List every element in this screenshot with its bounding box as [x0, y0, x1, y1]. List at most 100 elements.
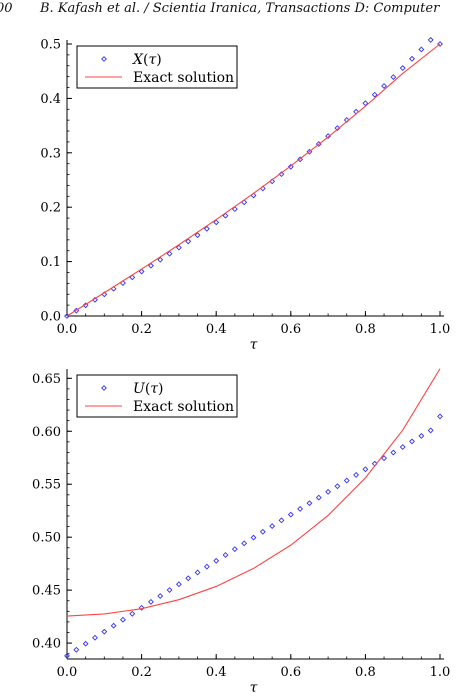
x-tick-label: 0.0	[57, 665, 78, 680]
legend-label: X(τ)	[132, 52, 162, 68]
data-point	[427, 36, 434, 43]
data-point	[185, 238, 192, 245]
data-point	[120, 616, 126, 623]
data-point	[437, 41, 443, 47]
data-point	[418, 432, 425, 439]
data-point	[157, 593, 164, 599]
data-point	[343, 477, 350, 484]
data-point	[147, 598, 154, 605]
data-point	[306, 500, 313, 507]
legend-marker-swatch	[101, 56, 107, 62]
legend-marker-swatch	[101, 385, 107, 391]
data-point	[138, 268, 145, 275]
data-point	[409, 55, 415, 62]
y-tick-label: 0.4	[40, 92, 61, 107]
data-point	[325, 488, 332, 495]
data-point	[418, 46, 425, 53]
data-point	[129, 610, 136, 617]
exact-solution-line	[66, 368, 441, 617]
y-tick-label: 0.1	[40, 255, 61, 270]
legend-label: U(τ)	[133, 381, 164, 397]
data-point	[409, 438, 415, 445]
y-tick-label: 0.60	[32, 425, 61, 440]
x-tick-label: 0.6	[280, 665, 301, 680]
data-point	[381, 455, 387, 462]
y-tick-label: 0.0	[40, 310, 61, 325]
data-point	[73, 646, 80, 653]
data-point	[194, 569, 201, 576]
data-point	[138, 604, 145, 611]
data-point	[287, 511, 294, 518]
y-tick-label: 0.2	[40, 201, 61, 216]
data-point	[73, 307, 80, 314]
legend-label: Exact solution	[133, 399, 234, 415]
legend-box	[76, 45, 238, 89]
data-point	[250, 534, 257, 541]
legend-box	[76, 374, 238, 418]
data-point	[334, 125, 341, 132]
data-point	[203, 225, 210, 232]
data-point	[194, 232, 201, 239]
x-tick-label: 0.2	[131, 665, 152, 680]
y-tick-label: 0.40	[32, 637, 61, 652]
y-tick-label: 0.55	[32, 478, 61, 493]
x-tick-label: 0.4	[206, 322, 227, 337]
exact-solution-line	[66, 43, 441, 317]
data-point	[203, 563, 210, 570]
data-point	[399, 444, 406, 450]
data-point	[278, 517, 285, 524]
chart-x-tau: 0.0 0.2 0.4 0.6 0.8 1.0 0.0 0.1 0.2 0.3 0.4 0.5 τ X(τ…	[40, 36, 451, 353]
data-point	[381, 83, 387, 89]
data-point	[147, 262, 154, 269]
x-tick-label: 0.8	[355, 322, 376, 337]
data-point	[185, 575, 192, 582]
x-tick-label: 0.0	[57, 322, 78, 337]
x-tick-label: 0.6	[280, 322, 301, 337]
running-title: B. Kafash et al. / Scientia Iranica, Tra…	[40, 1, 440, 16]
data-point	[362, 466, 369, 473]
data-point	[297, 156, 304, 163]
data-point	[437, 413, 443, 420]
data-point	[390, 74, 397, 81]
data-point	[92, 634, 98, 641]
data-point	[334, 483, 341, 490]
data-point	[353, 471, 360, 478]
data-point	[166, 587, 173, 593]
data-point	[222, 212, 229, 219]
data-point	[315, 494, 322, 501]
x-axis-label: τ	[250, 337, 258, 353]
y-tick-label: 0.3	[40, 146, 61, 161]
data-point	[175, 581, 182, 588]
data-point	[110, 622, 117, 629]
data-point	[231, 546, 238, 553]
data-point	[259, 528, 266, 535]
legend-label: Exact solution	[133, 70, 234, 86]
page-header: 00 B. Kafash et al. / Scientia Iranica, …	[0, 0, 474, 22]
data-point	[371, 91, 378, 98]
data-point	[166, 250, 173, 257]
data-point	[390, 449, 397, 456]
chart-u-tau: 0.0 0.2 0.4 0.6 0.8 1.0 0.40 0.45 0.50 0.55 0.60 0.…	[32, 368, 450, 696]
data-point	[213, 219, 220, 226]
legend: U(τ) Exact solution	[76, 374, 238, 418]
data-point	[82, 640, 89, 647]
data-point	[427, 427, 434, 434]
data-point	[231, 206, 238, 213]
data-point	[287, 163, 294, 170]
x-axis-label: τ	[250, 680, 258, 696]
y-tick-label: 0.65	[32, 372, 61, 387]
legend: X(τ) Exact solution	[76, 45, 238, 89]
y-tick-label: 0.5	[40, 38, 61, 53]
data-point	[269, 523, 276, 529]
x-tick-label: 1.0	[430, 322, 451, 337]
data-point	[297, 505, 304, 512]
y-tick-label: 0.45	[32, 584, 61, 599]
x-tick-label: 0.2	[131, 322, 152, 337]
page-number: 00	[0, 1, 13, 16]
y-tick-label: 0.50	[32, 531, 61, 546]
data-point	[101, 628, 108, 635]
data-point	[241, 540, 248, 547]
data-point	[222, 552, 229, 558]
data-point	[175, 244, 182, 251]
data-point	[157, 256, 164, 263]
